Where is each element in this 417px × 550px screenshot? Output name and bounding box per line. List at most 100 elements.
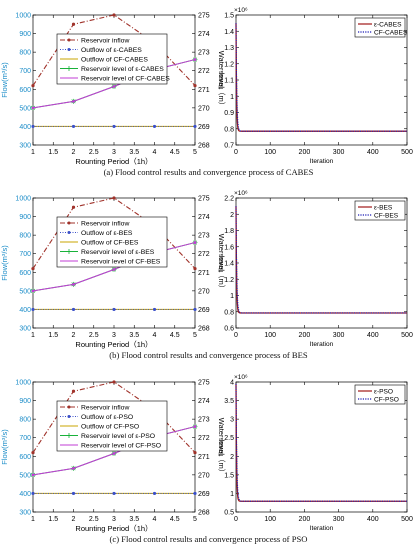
x-tick-label: 100 <box>264 516 276 523</box>
convergence-chart-2: 0 100 200 300 400 500 Iteration 0.5 1 1.5 2 2.5 3 3.5… <box>218 374 413 532</box>
y-tick-label-right: 269 <box>198 124 210 131</box>
legend-label: Outflow of ε-CABES <box>81 47 142 54</box>
y-tick-label-left: 300 <box>19 326 31 333</box>
series-inflow-line <box>32 14 196 86</box>
level-cf-point <box>112 268 116 271</box>
legend-label: ε-PSO <box>374 388 393 395</box>
y-tick-label-left: 400 <box>19 307 31 314</box>
x-tick-label: 2 <box>72 332 76 339</box>
y-tick-label-left: 900 <box>19 214 31 221</box>
x-tick-label: 300 <box>333 149 345 156</box>
outflow-eps-point <box>71 491 76 496</box>
y-tick-label: 0.8 <box>224 126 234 133</box>
y-tick-label: 3.5 <box>224 398 234 405</box>
y-tick-label: 2.2 <box>224 196 234 203</box>
y-tick-label: 1.4 <box>224 261 234 268</box>
series-inflow-line <box>32 381 196 453</box>
y-axis-label-right: Water level（m） <box>217 418 226 476</box>
y-tick-label-right: 268 <box>198 143 210 150</box>
level-cf-point <box>112 452 116 455</box>
y-tick-label-left: 600 <box>19 87 31 94</box>
inflow-point <box>193 450 197 455</box>
y-tick-label: 1.5 <box>224 472 234 479</box>
x-tick-label: 3 <box>112 516 116 523</box>
y-axis-label-right: Water level（m） <box>217 234 226 292</box>
y-tick-label-right: 273 <box>198 233 210 240</box>
x-tick-label: 500 <box>401 332 413 339</box>
series-inflow-line <box>32 197 196 269</box>
x-axis-label: Iteration <box>310 525 334 532</box>
x-tick-label: 4 <box>153 149 157 156</box>
y-tick-label-right: 270 <box>198 288 210 295</box>
x-tick-label: 100 <box>264 149 276 156</box>
y-tick-label-left: 800 <box>19 417 31 424</box>
y-tick-label-right: 269 <box>198 307 210 314</box>
level-cf-point <box>31 473 35 477</box>
x-tick-label: 4.5 <box>170 516 180 523</box>
y-tick-label: 1.8 <box>224 228 234 235</box>
legend-marker <box>67 48 71 51</box>
outflow-eps-point <box>193 307 197 312</box>
y-tick-label-right: 274 <box>198 31 210 38</box>
legend-marker <box>67 415 71 418</box>
legend-label: CF-CABES <box>374 29 408 36</box>
x-tick-label: 0 <box>234 516 238 523</box>
x-tick-label: 400 <box>367 149 379 156</box>
y-axis-label: fitness <box>218 70 225 90</box>
legend-marker <box>66 433 72 438</box>
y-tick-label-right: 272 <box>198 435 210 442</box>
y-exponent-label: ×10⁶ <box>234 190 248 197</box>
x-axis-label: Rounting Period（1h） <box>75 524 152 533</box>
y-axis-label-right: Water level（m） <box>217 51 226 109</box>
inflow-point <box>31 450 35 455</box>
y-tick-label: 0.9 <box>224 110 234 117</box>
y-tick-label-left: 600 <box>19 270 31 277</box>
inflow-point <box>193 266 197 271</box>
legend-label: Reservoir level of CF-BES <box>81 259 161 266</box>
panel-caption: (c) Flood control results and convergenc… <box>110 534 308 544</box>
y-tick-label-right: 275 <box>198 380 210 387</box>
y-tick-label-left: 1000 <box>15 380 31 387</box>
x-tick-label: 1 <box>31 149 35 156</box>
level-cf-point <box>112 85 116 88</box>
outflow-eps-point <box>31 307 35 312</box>
x-tick-label: 4.5 <box>170 149 180 156</box>
x-axis-label: Rounting Period（1h） <box>75 340 152 349</box>
level-cf-point <box>193 425 197 428</box>
convergence-chart-1: 0 100 200 300 400 500 Iteration 0.6 0.8 1 1.2 1.4 1.… <box>218 190 413 348</box>
x-tick-label: 2.5 <box>89 332 99 339</box>
y-tick-label: 1.1 <box>224 78 234 85</box>
series-cf-line <box>235 23 407 132</box>
y-tick-label: 1 <box>230 293 234 300</box>
legend-marker <box>66 66 72 71</box>
level-cf-point <box>72 99 75 103</box>
legend-box <box>354 384 406 405</box>
inflow-point <box>112 13 116 17</box>
y-tick-label: 3 <box>230 417 234 424</box>
legend-label: Reservoir level of CF-CABES <box>81 76 170 83</box>
y-tick-label-left: 400 <box>19 124 31 131</box>
y-tick-label: 1 <box>230 491 234 498</box>
x-tick-label: 3 <box>112 332 116 339</box>
y-tick-label: 0.7 <box>224 143 234 150</box>
x-tick-label: 200 <box>299 516 311 523</box>
legend-marker <box>67 38 71 42</box>
panel-caption: (a) Flood control results and convergenc… <box>104 167 314 177</box>
y-tick-label: 2.5 <box>224 435 234 442</box>
level-cf-point <box>72 282 75 286</box>
y-tick-label-left: 800 <box>19 233 31 240</box>
y-tick-label-left: 900 <box>19 31 31 38</box>
y-tick-label: 1 <box>230 94 234 101</box>
legend-label: Reservoir level of CF-PSO <box>81 443 161 450</box>
x-tick-label: 3.5 <box>129 332 139 339</box>
x-tick-label: 3.5 <box>129 149 139 156</box>
y-axis-label-left: Flow(m³/s) <box>0 245 9 281</box>
outflow-eps-point <box>112 307 116 312</box>
y-tick-label: 1.3 <box>224 45 234 52</box>
legend-marker <box>67 231 71 234</box>
y-tick-label-right: 268 <box>198 326 210 333</box>
y-tick-label-right: 275 <box>198 196 210 203</box>
x-tick-label: 1 <box>31 332 35 339</box>
y-axis-label: fitness <box>218 253 225 273</box>
outflow-eps-point <box>112 491 116 496</box>
